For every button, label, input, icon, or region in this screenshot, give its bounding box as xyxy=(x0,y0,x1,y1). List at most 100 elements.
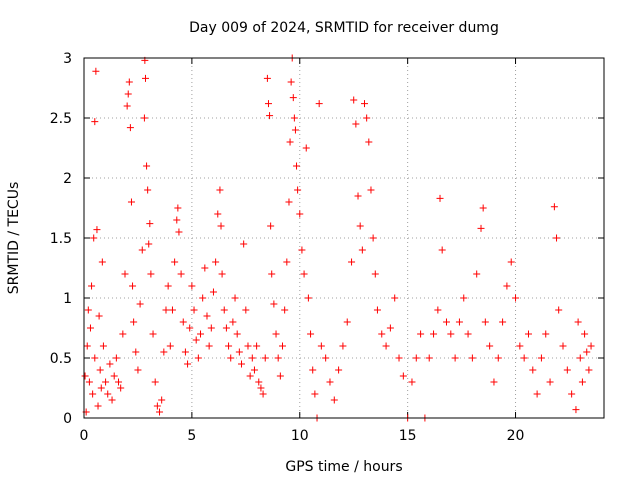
data-point xyxy=(499,318,507,326)
data-point xyxy=(190,306,198,314)
data-point xyxy=(555,306,563,314)
data-point xyxy=(350,96,358,104)
data-point xyxy=(207,324,215,332)
data-point xyxy=(317,342,325,350)
data-point xyxy=(201,264,209,272)
data-point xyxy=(171,258,179,266)
data-point xyxy=(216,186,224,194)
data-point xyxy=(283,258,291,266)
data-point xyxy=(110,372,118,380)
x-tick-label: 0 xyxy=(80,428,89,444)
data-point xyxy=(146,220,154,228)
data-point xyxy=(127,198,135,206)
y-axis-label: SRMTID / TECUs xyxy=(6,182,22,295)
x-tick-label: 5 xyxy=(187,428,196,444)
data-point xyxy=(212,258,220,266)
data-point xyxy=(430,330,438,338)
data-point xyxy=(218,270,226,278)
data-point xyxy=(486,342,494,350)
data-point xyxy=(246,372,254,380)
data-point xyxy=(583,348,591,356)
data-point xyxy=(240,240,248,248)
data-point xyxy=(261,354,269,362)
data-point xyxy=(121,270,129,278)
data-point xyxy=(516,342,524,350)
data-point xyxy=(367,186,375,194)
data-point xyxy=(160,348,168,356)
data-point xyxy=(112,354,120,362)
data-point xyxy=(255,378,263,386)
data-point xyxy=(184,360,192,368)
data-point xyxy=(138,246,146,254)
data-point xyxy=(89,390,97,398)
data-point xyxy=(119,330,127,338)
data-point xyxy=(585,366,593,374)
data-point xyxy=(149,330,157,338)
data-point xyxy=(85,378,93,386)
data-point xyxy=(130,318,138,326)
data-point xyxy=(238,360,246,368)
data-point xyxy=(93,226,101,234)
data-point xyxy=(126,124,134,132)
x-tick-label: 20 xyxy=(507,428,525,444)
data-point xyxy=(174,204,182,212)
x-tick-label: 10 xyxy=(291,428,309,444)
data-point xyxy=(373,306,381,314)
data-point xyxy=(81,372,89,380)
data-point xyxy=(233,330,241,338)
data-point xyxy=(96,366,104,374)
data-point xyxy=(156,408,164,416)
data-point xyxy=(574,318,582,326)
data-point xyxy=(86,324,94,332)
data-point xyxy=(209,288,217,296)
data-point xyxy=(244,342,252,350)
data-point xyxy=(507,258,515,266)
data-point xyxy=(205,342,213,350)
x-tick-label: 15 xyxy=(399,428,417,444)
data-point xyxy=(257,384,265,392)
data-point xyxy=(91,118,99,126)
data-point xyxy=(181,348,189,356)
data-point xyxy=(134,366,142,374)
data-point xyxy=(92,67,100,75)
data-point xyxy=(168,306,176,314)
data-point xyxy=(250,366,258,374)
data-point xyxy=(348,258,356,266)
data-point xyxy=(550,203,558,211)
data-point xyxy=(309,366,317,374)
data-point xyxy=(179,318,187,326)
data-point xyxy=(343,318,351,326)
data-point xyxy=(88,282,96,290)
data-point xyxy=(99,342,107,350)
data-point xyxy=(302,144,310,152)
y-tick-label: 2.5 xyxy=(50,111,72,127)
data-point xyxy=(363,114,371,122)
data-point xyxy=(192,336,200,344)
data-point xyxy=(217,222,225,230)
data-point xyxy=(220,306,228,314)
data-point xyxy=(286,138,294,146)
data-point xyxy=(235,348,243,356)
data-point xyxy=(358,246,366,254)
data-point xyxy=(447,330,455,338)
data-point xyxy=(464,330,472,338)
data-point xyxy=(279,342,287,350)
grid xyxy=(84,58,604,418)
data-point xyxy=(267,222,275,230)
data-point xyxy=(186,324,194,332)
data-point xyxy=(369,234,377,242)
data-point xyxy=(123,102,131,110)
data-point xyxy=(460,294,468,302)
data-point xyxy=(203,312,211,320)
data-point xyxy=(90,234,98,242)
data-point xyxy=(417,330,425,338)
data-point xyxy=(281,306,289,314)
data-point xyxy=(587,342,595,350)
data-point xyxy=(242,306,250,314)
data-point xyxy=(263,74,271,82)
data-point xyxy=(94,402,102,410)
data-point xyxy=(436,194,444,202)
y-tick-label: 3 xyxy=(63,51,72,67)
data-point xyxy=(563,366,571,374)
